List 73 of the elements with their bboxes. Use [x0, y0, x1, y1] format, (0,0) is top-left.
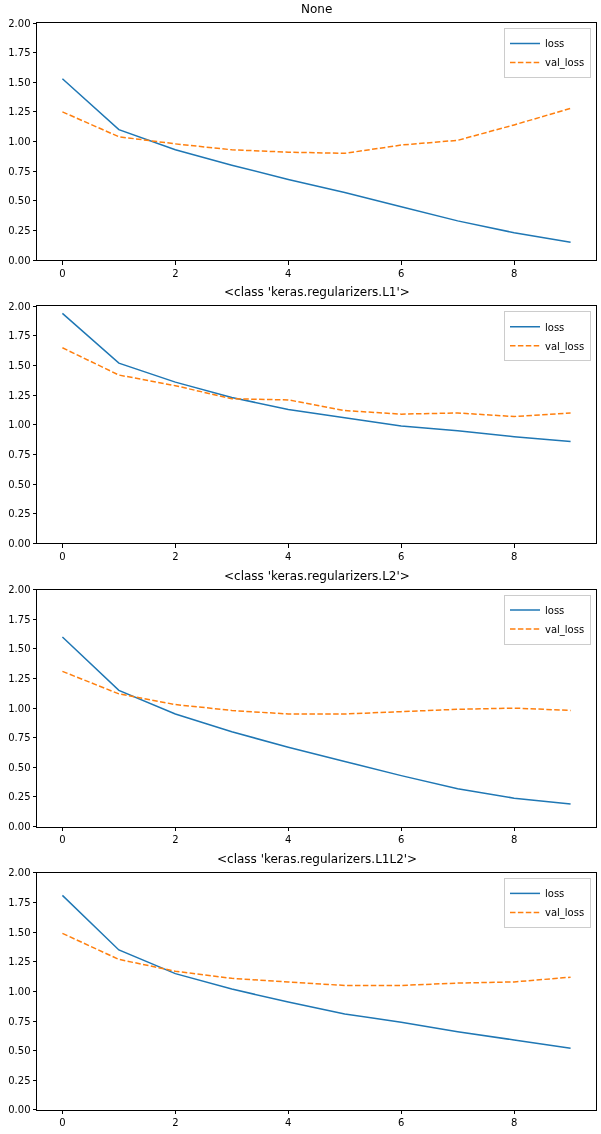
y-tick-label: 1.00: [8, 136, 31, 147]
x-tick-label: 4: [285, 267, 292, 279]
y-tick-label: 0.75: [8, 1015, 31, 1027]
y-tick-label: 2.00: [8, 17, 31, 29]
x-tick-label: 8: [510, 550, 518, 562]
x-tick-label: 2: [172, 267, 179, 279]
legend-label: loss: [545, 321, 565, 333]
x-tick-label: 8: [510, 834, 518, 846]
x-tick-label: 0: [59, 834, 66, 846]
y-tick-label: 1.50: [8, 643, 31, 655]
y-tick-label: 1.00: [8, 702, 31, 714]
chart-title: <class 'keras.regularizers.L2'>: [224, 569, 410, 583]
y-tick-label: 1.25: [8, 956, 31, 968]
legend-label: val_loss: [545, 624, 585, 636]
x-tick-label: 6: [398, 550, 405, 562]
y-tick-label: 0.25: [8, 791, 31, 803]
y-tick-label: 0.50: [8, 195, 31, 207]
x-tick-label: 0: [59, 267, 66, 279]
y-tick-label: 0.25: [8, 508, 31, 520]
legend-label: loss: [545, 888, 565, 900]
y-tick-label: 0.25: [8, 1074, 31, 1086]
legend-label: loss: [545, 605, 565, 616]
x-tick-label: 4: [285, 834, 292, 846]
y-tick-label: 0.00: [8, 821, 31, 833]
legend-label: val_loss: [545, 907, 585, 920]
x-tick-label: 8: [510, 1117, 518, 1129]
x-tick-label: 2: [172, 834, 179, 846]
x-tick-label: 4: [285, 550, 292, 562]
y-tick-label: 1.75: [8, 47, 31, 59]
y-tick-label: 0.00: [8, 537, 31, 549]
y-tick-label: 1.75: [8, 897, 31, 909]
chart-title: <class 'keras.regularizers.L1'>: [224, 285, 410, 299]
y-tick-label: 1.75: [8, 330, 31, 342]
x-tick-label: 8: [510, 267, 518, 279]
line-series: [61, 636, 572, 805]
y-tick-label: 0.75: [8, 448, 31, 460]
y-tick-label: 0.50: [8, 478, 31, 490]
legend-label: loss: [545, 38, 565, 50]
y-tick-label: 2.00: [8, 867, 31, 879]
x-tick-label: 6: [398, 1117, 405, 1129]
y-tick-label: 0.00: [8, 1104, 31, 1116]
legend-label: val_loss: [545, 57, 585, 70]
y-tick-label: 1.25: [8, 672, 31, 684]
line-series: [61, 670, 572, 715]
x-tick-label: 6: [398, 267, 405, 279]
y-tick-label: 2.00: [8, 584, 31, 596]
x-tick-label: 2: [172, 1117, 179, 1129]
y-tick-label: 1.50: [8, 360, 31, 372]
y-tick-label: 1.00: [8, 419, 31, 431]
y-tick-label: 1.25: [8, 389, 31, 401]
y-tick-label: 0.75: [8, 165, 31, 177]
x-tick-label: 4: [285, 1117, 292, 1129]
line-series: [61, 77, 572, 243]
y-tick-label: 0.50: [8, 761, 31, 773]
chart-title: <class 'keras.regularizers.L1L2'>: [217, 852, 418, 866]
y-tick-label: 0.50: [8, 1045, 31, 1057]
y-tick-label: 1.00: [8, 985, 31, 997]
line-series: [61, 107, 572, 155]
y-tick-label: 0.25: [8, 224, 31, 236]
y-tick-label: 1.50: [8, 76, 31, 88]
x-tick-label: 0: [59, 1117, 66, 1129]
y-tick-label: 0.00: [8, 254, 31, 266]
y-tick-label: 1.50: [8, 926, 31, 938]
y-tick-label: 1.75: [8, 613, 31, 625]
x-tick-label: 0: [59, 550, 66, 562]
y-tick-label: 0.75: [8, 732, 31, 744]
y-tick-label: 1.25: [8, 106, 31, 118]
x-tick-label: 2: [172, 550, 179, 562]
x-tick-label: 6: [398, 834, 405, 846]
y-tick-label: 2.00: [8, 300, 31, 312]
line-series: [61, 932, 572, 987]
legend-label: val_loss: [545, 340, 585, 353]
chart-title: None: [301, 2, 333, 16]
